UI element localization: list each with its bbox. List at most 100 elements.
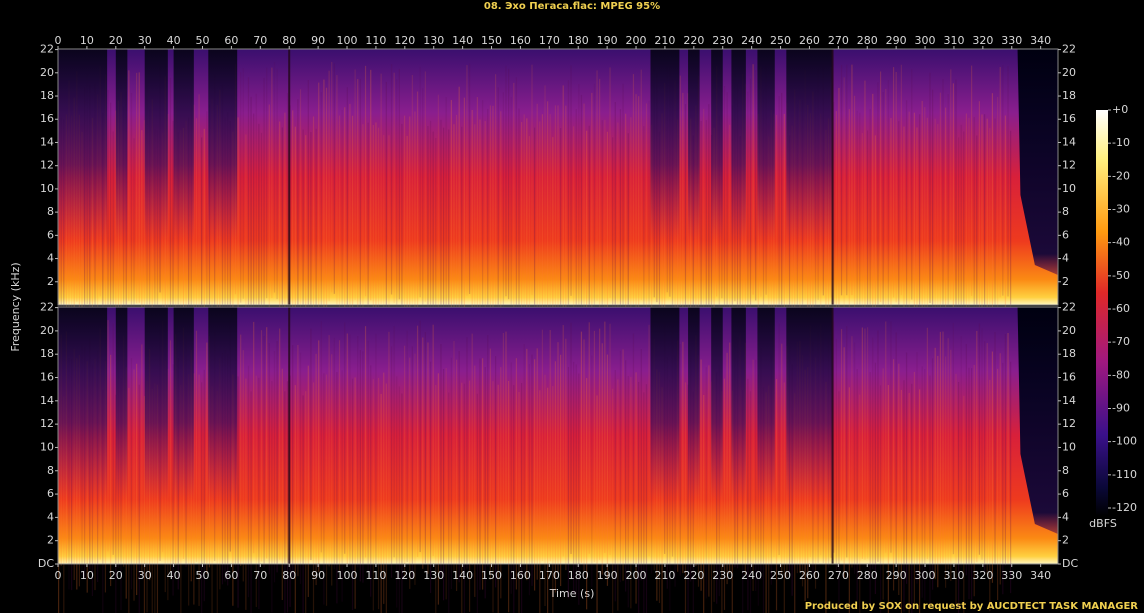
spectrogram-stripe (973, 117, 975, 348)
spectrogram-stripe (544, 374, 546, 607)
spectrogram-stripe (419, 320, 421, 553)
spectrogram-stripe (567, 366, 570, 599)
x-tick-label: 260 (799, 569, 820, 582)
spectrogram-stripe (840, 64, 843, 296)
spectrogram-stripe (414, 111, 416, 342)
spectrogram-stripe (328, 335, 330, 567)
spectrogram-stripe (918, 114, 921, 345)
y-tick-label: DC (1062, 557, 1078, 570)
spectrogram-stripe (463, 383, 465, 613)
spectrogram-stripe (422, 337, 424, 569)
spectrogram-quiet (786, 49, 833, 305)
spectrogram-stripe (684, 104, 687, 335)
spectrogram-stripe (549, 329, 551, 562)
spectrogram-stripe (989, 379, 991, 612)
spectrogram-stripe (258, 123, 260, 355)
spectrogram-stripe (260, 330, 263, 562)
spectrogram-stripe (596, 70, 598, 301)
spectrogram-stripe (952, 83, 954, 314)
spectrogram-stripe (583, 339, 585, 571)
spectrogram-stripe (406, 330, 408, 562)
spectrogram-stripe (253, 113, 255, 344)
x-tick-label: 270 (828, 569, 849, 582)
spectrogram-stripe (354, 69, 356, 300)
spectrogram-stripe (999, 66, 1001, 298)
spectrogram-stripe (476, 393, 478, 613)
y-tick-label: 12 (40, 417, 54, 430)
spectrogram-stripe (344, 322, 346, 554)
spectrogram-stripe (445, 97, 447, 328)
x-tick-label: 140 (452, 34, 473, 47)
spectrogram-stripe (320, 321, 322, 553)
spectrogram-stripe (560, 128, 562, 359)
spectrogram-stripe (390, 64, 393, 295)
spectrogram-stripe (580, 94, 583, 326)
spectrogram-stripe (752, 64, 754, 295)
spectrogram-stripe (645, 384, 648, 613)
spectrogram-stripe (682, 341, 684, 574)
x-tick-label: 340 (1030, 34, 1051, 47)
spectrogram-stripe (245, 378, 247, 610)
spectrogram-stripe (1010, 361, 1012, 594)
spectrogram-quiet (711, 49, 723, 305)
spectrogram-stripe (872, 337, 874, 569)
spectrogram-stripe (479, 358, 481, 590)
spectrogram-stripe (195, 118, 198, 349)
spectrogram-stripe (349, 334, 351, 566)
spectrogram-stripe (390, 346, 393, 578)
spectrogram-stripe (630, 377, 632, 609)
spectrogram-stripe (918, 389, 921, 613)
spectrogram-stripe (560, 354, 562, 587)
spectrogram-stripe (900, 389, 902, 613)
spectrogram-stripe (632, 74, 635, 305)
spectrogram-stripe (705, 367, 707, 599)
spectrogram-stripe (508, 380, 510, 613)
spectrogram-stripe (440, 344, 442, 576)
spectrogram-stripe (604, 119, 606, 351)
spectrogram-stripe (937, 123, 939, 355)
x-tick-label: 280 (857, 34, 878, 47)
spectrogram-stripe (302, 395, 304, 613)
spectrogram-stripe (554, 361, 557, 593)
spectrogram-stripe (955, 373, 957, 606)
spectrogram-stripe (268, 104, 270, 335)
spectrogram-stripe (406, 135, 408, 367)
spectrogram-stripe (107, 320, 109, 552)
spectrogram-stripe (461, 382, 463, 613)
spectrogram-stripe (599, 328, 601, 560)
spectrogram-stripe (424, 71, 426, 302)
spectrogram-stripe (682, 92, 684, 324)
spectrogram-stripe (557, 342, 559, 574)
spectrogram-stripe (521, 122, 523, 353)
spectrogram-stripe (237, 376, 239, 608)
spectrogram-stripe (172, 120, 174, 352)
x-axis-label: Time (s) (549, 587, 595, 600)
spectrogram-stripe (890, 118, 892, 349)
x-tick-label: 170 (539, 34, 560, 47)
spectrogram-quiet (58, 49, 108, 305)
spectrogram-stripe (749, 391, 752, 613)
spectrogram-stripe (887, 80, 889, 311)
spectrogram-stripe (622, 349, 624, 581)
spectrogram-stripe (302, 129, 304, 360)
y-tick-label: 8 (1062, 205, 1069, 218)
spectrogram-stripe (833, 321, 835, 553)
spectrogram-stripe (908, 111, 910, 343)
y-tick-label: 2 (47, 275, 54, 288)
spectrogram-stripe (203, 369, 205, 602)
x-tick-label: 130 (423, 34, 444, 47)
y-tick-label: 12 (1062, 417, 1076, 430)
spectrogram-quiet (115, 307, 128, 564)
x-tick-label: 10 (80, 34, 94, 47)
x-tick-label: 70 (253, 569, 267, 582)
x-tick-label: 110 (365, 34, 386, 47)
spectrogram-stripe (752, 359, 754, 591)
spectrogram-stripe (502, 92, 504, 323)
spectrogram-stripe (286, 381, 289, 613)
spectrogram-stripe (900, 64, 902, 296)
x-tick-label: 230 (712, 34, 733, 47)
x-tick-label: 100 (337, 34, 358, 47)
spectrogram-stripe (305, 391, 307, 613)
spectrogram-stripe (955, 79, 957, 310)
x-tick-label: 340 (1030, 569, 1051, 582)
